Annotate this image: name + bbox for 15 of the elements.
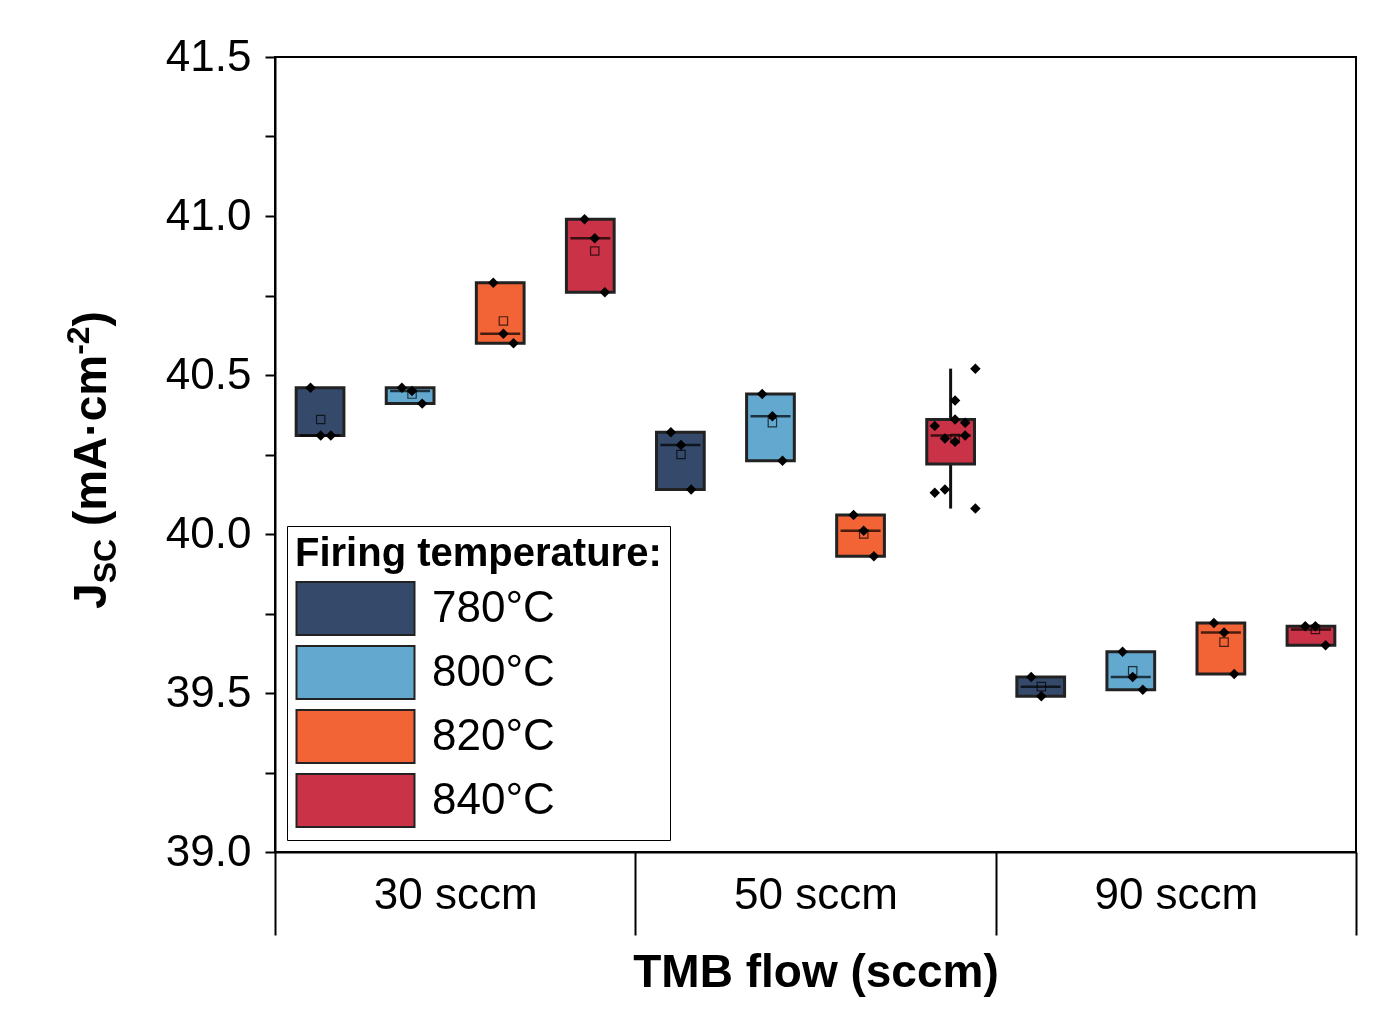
y-tick-label: 41.0	[165, 189, 252, 239]
y-tick-label: 40.0	[165, 507, 252, 557]
x-tick-label: 30 sccm	[373, 868, 538, 918]
x-axis-title: TMB flow (sccm)	[633, 944, 999, 997]
legend-label: 780°C	[432, 581, 555, 631]
y-tick-label: 39.5	[165, 666, 252, 716]
legend-label: 800°C	[432, 645, 555, 695]
x-tick-label: 90 sccm	[1094, 868, 1259, 918]
legend-title: Firing temperature:	[295, 530, 662, 574]
x-tick-label: 50 sccm	[734, 868, 898, 918]
legend-label: 820°C	[432, 709, 555, 759]
legend-label: 840°C	[432, 773, 555, 823]
y-tick-label: 39.0	[165, 825, 252, 875]
y-tick-label: 41.5	[165, 30, 252, 80]
y-tick-label: 40.5	[165, 348, 252, 398]
